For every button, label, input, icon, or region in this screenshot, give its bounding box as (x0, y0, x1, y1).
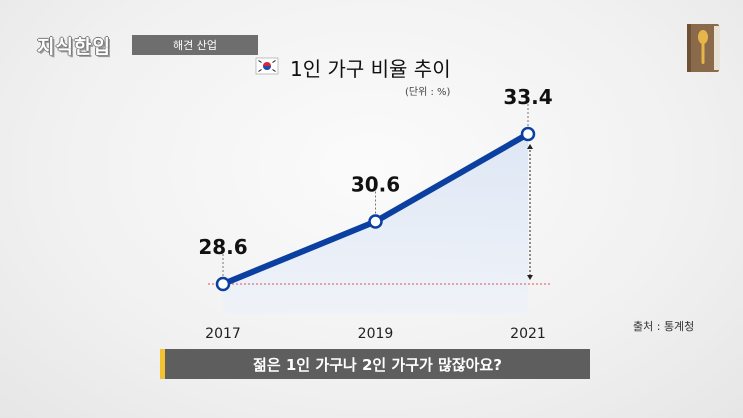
chart-title: 1인 가구 비율 추이 (290, 57, 451, 81)
x-tick-label-2017: 2017 (205, 326, 241, 342)
data-label-2021: 33.4 (503, 85, 552, 109)
data-label-2019: 30.6 (351, 173, 400, 197)
unit-label: (단위 : %) (405, 85, 451, 98)
source-note: 출처 : 통계청 (633, 320, 694, 333)
data-point-2019 (368, 214, 383, 229)
x-tick-label-2019: 2019 (358, 326, 394, 342)
korea-flag-icon (255, 57, 279, 75)
topic-label: 해견 산업 (132, 35, 258, 55)
increase-arrow (527, 144, 533, 280)
caption-bar: 젊은 1인 가구나 2인 가구가 많잖아요? (160, 349, 590, 379)
data-point-2017 (215, 276, 231, 292)
data-point-2021 (520, 126, 536, 142)
channel-logo: 지식한입 (37, 35, 111, 58)
book-spoon-icon (687, 24, 720, 72)
data-label-2017: 28.6 (198, 235, 247, 259)
x-tick-label-2021: 2021 (510, 326, 546, 342)
caption-text: 젊은 1인 가구나 2인 가구가 많잖아요? (253, 355, 502, 374)
